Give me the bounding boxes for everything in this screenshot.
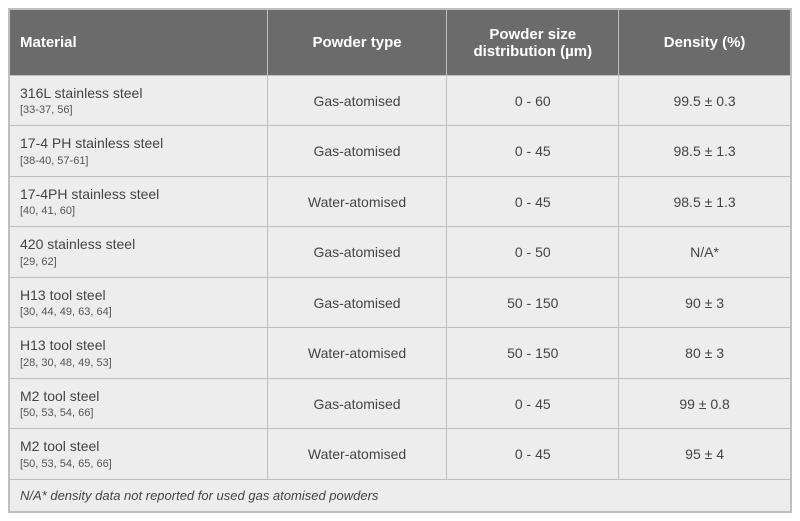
material-refs: [50, 53, 54, 66] xyxy=(20,406,257,420)
footnote-row: N/A* density data not reported for used … xyxy=(10,479,791,511)
material-refs: [29, 62] xyxy=(20,255,257,269)
cell-density: 98.5 ± 1.3 xyxy=(619,176,791,226)
table-row: M2 tool steel [50, 53, 54, 65, 66] Water… xyxy=(10,429,791,479)
footnote-text: N/A* density data not reported for used … xyxy=(10,479,791,511)
cell-powder-type: Water-atomised xyxy=(267,176,447,226)
table-row: 316L stainless steel [33-37, 56] Gas-ato… xyxy=(10,76,791,126)
cell-powder-type: Water-atomised xyxy=(267,328,447,378)
table-row: 420 stainless steel [29, 62] Gas-atomise… xyxy=(10,227,791,277)
cell-density: 90 ± 3 xyxy=(619,277,791,327)
powder-properties-table: Material Powder type Powder size distrib… xyxy=(8,8,792,513)
table-row: H13 tool steel [30, 44, 49, 63, 64] Gas-… xyxy=(10,277,791,327)
cell-material: H13 tool steel [30, 44, 49, 63, 64] xyxy=(10,277,268,327)
cell-density: N/A* xyxy=(619,227,791,277)
col-header-density: Density (%) xyxy=(619,10,791,76)
material-refs: [40, 41, 60] xyxy=(20,204,257,218)
cell-powder-type: Gas-atomised xyxy=(267,227,447,277)
cell-material: 420 stainless steel [29, 62] xyxy=(10,227,268,277)
cell-density: 99 ± 0.8 xyxy=(619,378,791,428)
cell-density: 99.5 ± 0.3 xyxy=(619,76,791,126)
material-name: M2 tool steel xyxy=(20,388,99,404)
cell-material: 17-4 PH stainless steel [38-40, 57-61] xyxy=(10,126,268,176)
header-row: Material Powder type Powder size distrib… xyxy=(10,10,791,76)
table-row: H13 tool steel [28, 30, 48, 49, 53] Wate… xyxy=(10,328,791,378)
table-header: Material Powder type Powder size distrib… xyxy=(10,10,791,76)
cell-material: M2 tool steel [50, 53, 54, 65, 66] xyxy=(10,429,268,479)
cell-powder-type: Gas-atomised xyxy=(267,277,447,327)
cell-size-dist: 0 - 45 xyxy=(447,429,619,479)
cell-powder-type: Gas-atomised xyxy=(267,378,447,428)
col-header-size-distribution: Powder size distribution (µm) xyxy=(447,10,619,76)
material-name: 17-4PH stainless steel xyxy=(20,186,159,202)
material-name: H13 tool steel xyxy=(20,287,106,303)
material-refs: [38-40, 57-61] xyxy=(20,154,257,168)
table-body: 316L stainless steel [33-37, 56] Gas-ato… xyxy=(10,76,791,480)
table-row: 17-4PH stainless steel [40, 41, 60] Wate… xyxy=(10,176,791,226)
cell-material: H13 tool steel [28, 30, 48, 49, 53] xyxy=(10,328,268,378)
cell-material: 316L stainless steel [33-37, 56] xyxy=(10,76,268,126)
cell-powder-type: Gas-atomised xyxy=(267,126,447,176)
material-name: M2 tool steel xyxy=(20,438,99,454)
cell-density: 95 ± 4 xyxy=(619,429,791,479)
material-refs: [30, 44, 49, 63, 64] xyxy=(20,305,257,319)
material-name: H13 tool steel xyxy=(20,337,106,353)
material-name: 17-4 PH stainless steel xyxy=(20,135,163,151)
material-refs: [33-37, 56] xyxy=(20,103,257,117)
cell-size-dist: 0 - 60 xyxy=(447,76,619,126)
material-name: 316L stainless steel xyxy=(20,85,142,101)
data-table: Material Powder type Powder size distrib… xyxy=(9,9,791,512)
cell-size-dist: 0 - 45 xyxy=(447,126,619,176)
cell-size-dist: 50 - 150 xyxy=(447,277,619,327)
cell-density: 80 ± 3 xyxy=(619,328,791,378)
cell-powder-type: Water-atomised xyxy=(267,429,447,479)
cell-material: 17-4PH stainless steel [40, 41, 60] xyxy=(10,176,268,226)
table-row: 17-4 PH stainless steel [38-40, 57-61] G… xyxy=(10,126,791,176)
col-header-powder-type: Powder type xyxy=(267,10,447,76)
cell-powder-type: Gas-atomised xyxy=(267,76,447,126)
cell-size-dist: 0 - 45 xyxy=(447,176,619,226)
cell-density: 98.5 ± 1.3 xyxy=(619,126,791,176)
table-footer: N/A* density data not reported for used … xyxy=(10,479,791,511)
material-name: 420 stainless steel xyxy=(20,236,135,252)
material-refs: [28, 30, 48, 49, 53] xyxy=(20,356,257,370)
material-refs: [50, 53, 54, 65, 66] xyxy=(20,457,257,471)
cell-size-dist: 0 - 45 xyxy=(447,378,619,428)
cell-size-dist: 0 - 50 xyxy=(447,227,619,277)
cell-material: M2 tool steel [50, 53, 54, 66] xyxy=(10,378,268,428)
col-header-material: Material xyxy=(10,10,268,76)
cell-size-dist: 50 - 150 xyxy=(447,328,619,378)
table-row: M2 tool steel [50, 53, 54, 66] Gas-atomi… xyxy=(10,378,791,428)
